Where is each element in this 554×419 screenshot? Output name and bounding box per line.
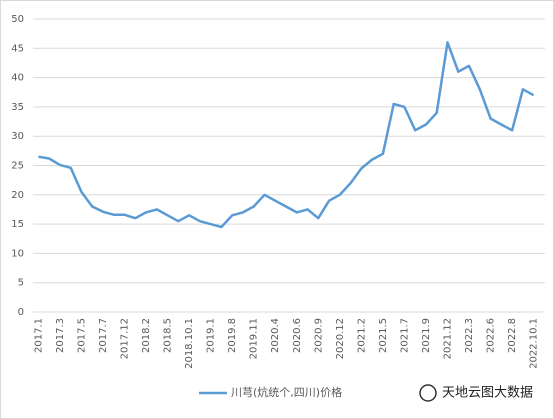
watermark-text: 天地云图大数据: [442, 386, 533, 401]
x-tick-label: 2018.10.1: [184, 318, 195, 369]
x-tick-label: 2022.10.1: [529, 318, 540, 369]
x-tick-label: 2021.5: [378, 318, 389, 353]
x-tick-label: 2021.7: [399, 318, 410, 353]
data-line: [38, 41, 535, 229]
y-tick-label: 50: [11, 14, 24, 25]
y-tick-label: 25: [11, 161, 24, 172]
x-tick-label: 2020.9: [313, 318, 324, 353]
x-tick-label: 2017.3: [55, 318, 66, 353]
watermark-icon: [419, 384, 437, 402]
x-tick-label: 2021.12: [442, 318, 453, 359]
y-tick-label: 35: [11, 102, 24, 113]
x-tick-label: 2019.11: [249, 318, 260, 359]
x-tick-label: 2019.8: [227, 318, 238, 353]
x-tick-label: 2022.8: [507, 318, 518, 353]
x-tick-label: 2018.2: [141, 318, 152, 353]
x-tick-label: 2017.5: [76, 318, 87, 353]
x-tick-label: 2019.1: [206, 318, 217, 353]
x-tick-label: 2018.5: [163, 318, 174, 353]
x-tick-label: 2020.12: [335, 318, 346, 359]
x-tick-label: 2021.9: [421, 318, 432, 353]
y-tick-label: 20: [11, 190, 24, 201]
x-tick-label: 2020.4: [270, 318, 281, 353]
x-tick-label: 2017.7: [98, 318, 109, 353]
x-tick-label: 2022.3: [464, 318, 475, 353]
x-tick-label: 2017.1: [33, 318, 44, 353]
x-tick-label: 2022.6: [486, 318, 497, 353]
legend-label: 川芎(炕统个,四川)价格: [231, 385, 342, 399]
x-tick-label: 2020.6: [292, 318, 303, 353]
y-tick-label: 0: [18, 307, 24, 318]
y-tick-label: 10: [11, 248, 24, 259]
x-tick-label: 2017.12: [120, 318, 131, 359]
y-tick-label: 30: [11, 131, 24, 142]
watermark: 天地云图大数据: [419, 384, 533, 402]
y-tick-label: 5: [18, 278, 24, 289]
x-tick-label: 2021.2: [356, 318, 367, 353]
y-tick-label: 15: [11, 219, 24, 230]
y-tick-label: 45: [11, 43, 24, 54]
y-tick-label: 40: [11, 73, 24, 84]
